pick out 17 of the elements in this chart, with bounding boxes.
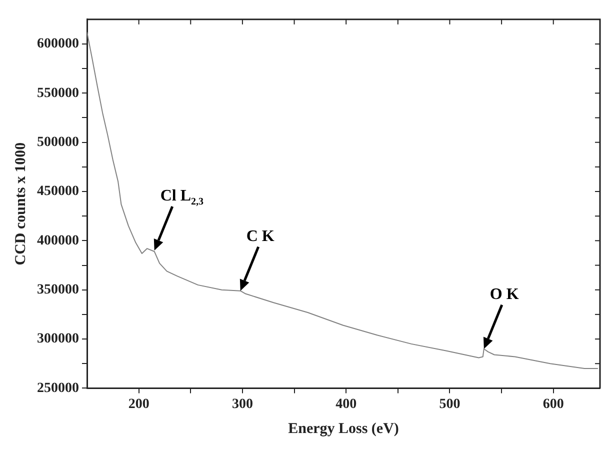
x-tick-label: 600 [542,397,564,412]
y-tick-label: 450000 [37,184,79,200]
x-tick-label: 500 [439,397,460,412]
annotation: O K [490,286,520,303]
y-tick-label: 550000 [37,86,79,101]
x-tick-label: 200 [128,397,150,412]
y-tick-label: 300000 [37,332,79,347]
y-tick-label: 600000 [37,36,79,52]
y-tick-label: 500000 [37,134,79,150]
x-tick-label: 300 [232,397,253,412]
x-axis-title: Energy Loss (eV) [288,420,399,437]
x-tick-label: 400 [336,397,357,412]
y-tick-label: 400000 [37,233,79,248]
y-tick-label: 350000 [37,282,79,298]
y-axis-title: CCD counts x 1000 [12,142,29,266]
annotation: C K [246,228,275,245]
y-tick-label: 250000 [37,380,79,396]
